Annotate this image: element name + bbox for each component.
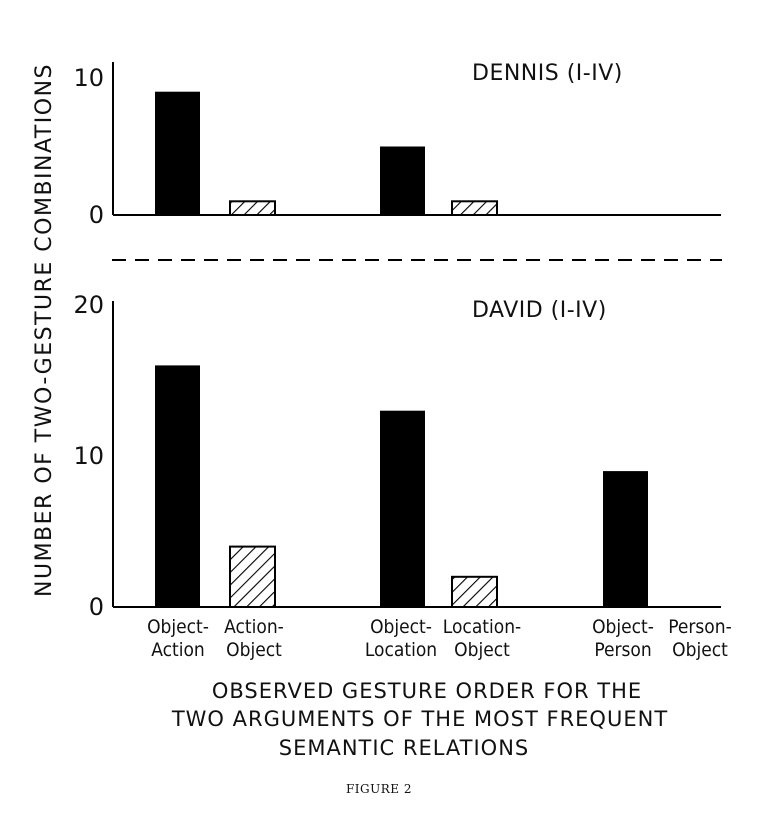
x-axis-label-line-2: TWO ARGUMENTS OF THE MOST FREQUENT: [171, 707, 668, 731]
x-axis-label: OBSERVED GESTURE ORDER FOR THE TWO ARGUM…: [171, 679, 668, 760]
x-axis-label-line-3: SEMANTIC RELATIONS: [279, 736, 530, 760]
panel-title-dennis: DENNIS (I-IV): [472, 61, 623, 86]
category-label: Action: [151, 639, 205, 661]
bar-location-object: [451, 200, 498, 217]
bar-object-person: [603, 471, 648, 607]
x-axis-label-line-1: OBSERVED GESTURE ORDER FOR THE: [212, 679, 642, 703]
y-tick-label: 0: [89, 201, 104, 229]
category-label: Object: [672, 639, 728, 661]
category-labels: Object-ActionAction-ObjectObject-Locatio…: [147, 616, 732, 661]
panel-dennis: DENNIS (I-IV) 0 10: [73, 61, 721, 229]
panel-david: DAVID (I-IV) 0 10 20: [73, 291, 721, 621]
y-tick-label: 10: [73, 442, 104, 470]
figure-caption: FIGURE 2: [346, 782, 412, 796]
bar-object-location: [380, 146, 425, 215]
category-label: Object-: [592, 616, 654, 638]
y-tick-label: 0: [89, 593, 104, 621]
y-axis-label: NUMBER OF TWO-GESTURE COMBINATIONS: [32, 63, 57, 597]
category-label: Person-: [668, 616, 732, 638]
category-label: Object: [454, 639, 510, 661]
panel-title-david: DAVID (I-IV): [472, 298, 607, 323]
category-label: Object-: [147, 616, 209, 638]
y-tick-label: 20: [73, 291, 104, 319]
category-label: Person: [594, 639, 651, 661]
category-label: Location: [365, 639, 437, 661]
bar-object-action: [155, 91, 200, 215]
category-label: Action-: [224, 616, 284, 638]
bar-object-location: [380, 410, 425, 607]
bar-location-object: [451, 575, 498, 608]
category-label: Object-: [370, 616, 432, 638]
bar-action-object: [229, 545, 276, 608]
bar-object-action: [155, 365, 200, 607]
category-label: Location-: [443, 616, 521, 638]
bar-action-object: [229, 200, 276, 217]
y-tick-label: 10: [73, 64, 104, 92]
category-label: Object: [226, 639, 282, 661]
